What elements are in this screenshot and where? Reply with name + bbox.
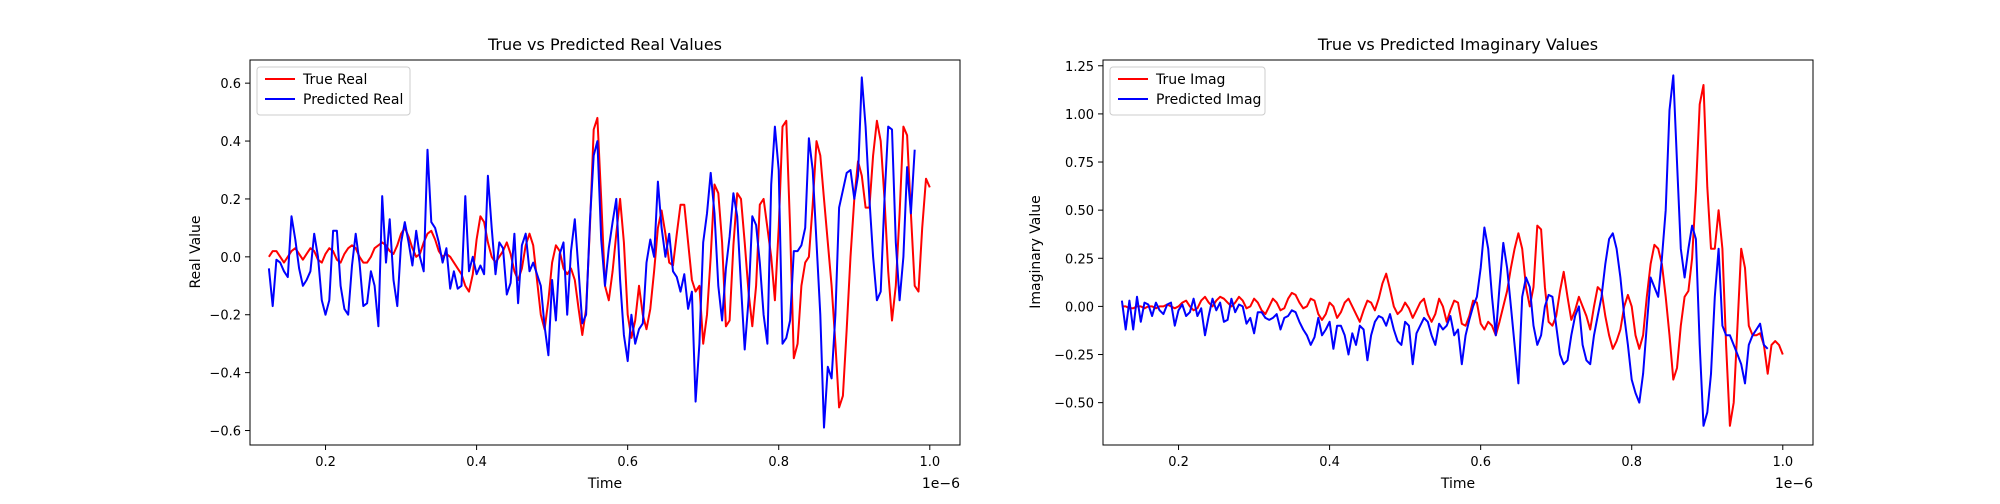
- imag-x-tick-label: 0.2: [1168, 455, 1189, 470]
- imag-plot-lines: [1120, 74, 1784, 427]
- imag-x-tick-label: 0.8: [1621, 455, 1642, 470]
- imag-y-axis-label: Imaginary Value: [1028, 195, 1044, 309]
- real-x-tick-label: 0.4: [466, 455, 487, 470]
- imag-y-tick-label: 0.00: [1065, 300, 1094, 315]
- real-legend-label-true: True Real: [302, 72, 367, 88]
- real-x-ticks: 0.2 0.4 0.6 0.8 1.0: [315, 445, 940, 470]
- imag-legend-label-true: True Imag: [1155, 72, 1225, 88]
- real-y-tick-label: 0.2: [220, 193, 241, 208]
- real-y-tick-label: −0.2: [209, 309, 241, 324]
- real-x-tick-label: 0.2: [315, 455, 336, 470]
- real-x-axis-label: Time: [587, 476, 622, 492]
- real-legend: True Real Predicted Real: [256, 66, 411, 116]
- imag-series-line-true: [1121, 84, 1784, 427]
- real-values-panel: True vs Predicted Real Values 0.2 0.4 0.6 0…: [188, 35, 961, 492]
- imag-chart-title: True vs Predicted Imaginary Values: [1317, 35, 1598, 54]
- imag-legend-label-predicted: Predicted Imag: [1156, 92, 1261, 108]
- real-x-offset-label: 1e−6: [922, 476, 960, 492]
- imag-y-tick-label: 1.25: [1065, 60, 1094, 75]
- imag-series-line-predicted: [1120, 74, 1769, 427]
- real-x-tick-label: 0.6: [617, 455, 638, 470]
- imag-y-ticks: −0.50 −0.25 0.00 0.25 0.50 0.75 1.00 1.25: [1054, 60, 1103, 412]
- real-y-tick-label: −0.6: [209, 425, 241, 440]
- imag-y-tick-label: −0.50: [1054, 397, 1094, 412]
- real-y-tick-label: 0.6: [220, 77, 241, 92]
- imag-values-panel: True vs Predicted Imaginary Values 0.2 0.…: [1028, 35, 1814, 492]
- imag-x-tick-label: 0.4: [1319, 455, 1340, 470]
- real-series-line-true: [268, 116, 931, 409]
- imag-y-tick-label: 0.75: [1065, 156, 1094, 171]
- imag-x-tick-label: 0.6: [1470, 455, 1491, 470]
- real-y-tick-label: −0.4: [209, 367, 241, 382]
- imag-x-ticks: 0.2 0.4 0.6 0.8 1.0: [1168, 445, 1793, 470]
- imag-legend: True Imag Predicted Imag: [1109, 66, 1266, 116]
- imag-plot-frame: [1102, 59, 1814, 446]
- real-y-axis-label: Real Value: [188, 215, 204, 288]
- imag-y-tick-label: 0.25: [1065, 252, 1094, 267]
- real-chart-title: True vs Predicted Real Values: [487, 35, 722, 54]
- imag-y-tick-label: 1.00: [1065, 108, 1094, 123]
- real-y-ticks: −0.6 −0.4 −0.2 0.0 0.2 0.4 0.6: [209, 77, 250, 440]
- real-series-line-predicted: [267, 76, 916, 429]
- real-plot-lines: [267, 76, 931, 429]
- imag-x-offset-label: 1e−6: [1775, 476, 1813, 492]
- real-x-tick-label: 1.0: [919, 455, 940, 470]
- imag-x-tick-label: 1.0: [1772, 455, 1793, 470]
- imag-y-tick-label: 0.50: [1065, 204, 1094, 219]
- real-legend-box: [256, 66, 411, 116]
- real-x-tick-label: 0.8: [768, 455, 789, 470]
- imag-x-axis-label: Time: [1440, 476, 1475, 492]
- real-y-tick-label: 0.0: [220, 251, 241, 266]
- real-plot-frame: [249, 59, 961, 446]
- imag-legend-box: [1109, 66, 1266, 116]
- real-y-tick-label: 0.4: [220, 135, 241, 150]
- imag-y-tick-label: −0.25: [1054, 349, 1094, 364]
- real-legend-label-predicted: Predicted Real: [303, 92, 403, 108]
